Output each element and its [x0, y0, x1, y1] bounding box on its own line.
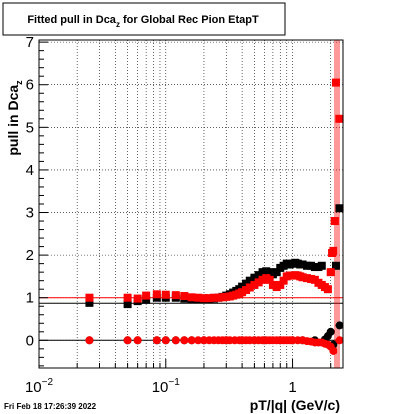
data-point-square [298, 260, 307, 269]
data-point-square [123, 293, 132, 302]
series-ff0000-square [85, 78, 344, 303]
x-tick-label: 10−2 [25, 377, 54, 396]
chart-title-sub: z [116, 20, 120, 29]
data-point-square [302, 274, 311, 283]
data-point-circle [326, 327, 335, 336]
data-point-circle [85, 336, 94, 345]
x-tick-label: 10−1 [152, 377, 181, 396]
data-point-square [161, 290, 170, 299]
y-axis-title-sub: z [14, 80, 24, 85]
chart-title-rest: for Global Rec Pion EtapT [120, 14, 259, 26]
data-point-square [329, 246, 338, 255]
chart-title-main: Fitted pull in Dca [27, 14, 116, 26]
data-point-square [330, 217, 339, 226]
y-axis-title-main: pull in Dca [5, 85, 21, 156]
data-point-square [335, 204, 344, 213]
x-tick-label-exponent: −2 [42, 377, 54, 388]
plot-frame [38, 39, 344, 369]
data-point-square [317, 261, 326, 270]
data-point-square [276, 280, 285, 289]
data-point-square [209, 293, 218, 302]
y-tick-label: 1 [26, 290, 34, 307]
data-point-square [180, 292, 189, 301]
data-point-square [323, 285, 332, 294]
x-tick-label-base: 10 [152, 379, 169, 396]
data-point-square [171, 291, 180, 300]
data-points [85, 78, 344, 355]
data-point-circle [123, 336, 132, 345]
x-tick-label: 1 [288, 379, 296, 396]
data-point-square [298, 273, 307, 282]
x-tick-label-base: 10 [25, 379, 42, 396]
data-point-square [279, 276, 288, 285]
x-tick-label-exponent: −1 [168, 377, 180, 388]
y-tick-label: 6 [26, 77, 34, 94]
reference-lines [39, 40, 343, 368]
data-point-square [331, 261, 340, 270]
data-point-square [205, 294, 214, 303]
data-point-circle [152, 336, 161, 345]
y-tick-label: 5 [26, 119, 34, 136]
y-tick-label: 2 [26, 247, 34, 264]
data-point-square [133, 294, 142, 303]
data-point-square [194, 293, 203, 302]
data-point-circle [194, 336, 203, 345]
data-point-square [265, 275, 274, 284]
y-tick-label: 3 [26, 205, 34, 222]
data-point-circle [180, 336, 189, 345]
data-point-square [331, 78, 340, 87]
data-point-circle [187, 336, 196, 345]
data-point-circle [133, 336, 142, 345]
series-000000-square [85, 204, 344, 309]
data-point-square [326, 268, 335, 277]
data-point-square [302, 261, 311, 270]
data-point-square [142, 291, 151, 300]
data-point-square [335, 114, 344, 123]
data-point-square [142, 295, 151, 304]
data-point-circle [171, 336, 180, 345]
chart-title: Fitted pull in Dcaz for Global Rec Pion … [27, 14, 259, 29]
data-point-square [245, 283, 254, 292]
timestamp: Fri Feb 18 17:26:39 2022 [4, 402, 97, 411]
data-point-square [152, 290, 161, 299]
data-point-square [214, 293, 223, 302]
data-point-square [199, 294, 208, 303]
data-point-circle [335, 321, 344, 330]
data-point-circle [329, 346, 338, 355]
chart-title-box: Fitted pull in Dcaz for Global Rec Pion … [2, 2, 286, 36]
data-point-square [250, 273, 259, 282]
data-point-square [123, 300, 132, 309]
y-axis-title: pull in Dcaz [5, 80, 24, 156]
data-point-square [272, 268, 281, 277]
data-point-square [245, 276, 254, 285]
x-axis-title: pT/|q| (GeV/c) [250, 397, 340, 413]
data-point-circle [161, 336, 170, 345]
series-ff0000-circle [85, 336, 344, 355]
grid-layer [38, 40, 343, 368]
x-tick-label-base: 1 [288, 379, 296, 396]
y-tick-label: 7 [26, 34, 34, 51]
data-point-square [85, 293, 94, 302]
data-point-square [250, 280, 259, 289]
data-point-square [187, 293, 196, 302]
data-point-square [85, 298, 94, 307]
y-tick-label: 0 [26, 332, 34, 349]
y-tick-label: 4 [26, 162, 34, 179]
title-frame [2, 2, 286, 36]
data-point-circle [335, 336, 344, 345]
